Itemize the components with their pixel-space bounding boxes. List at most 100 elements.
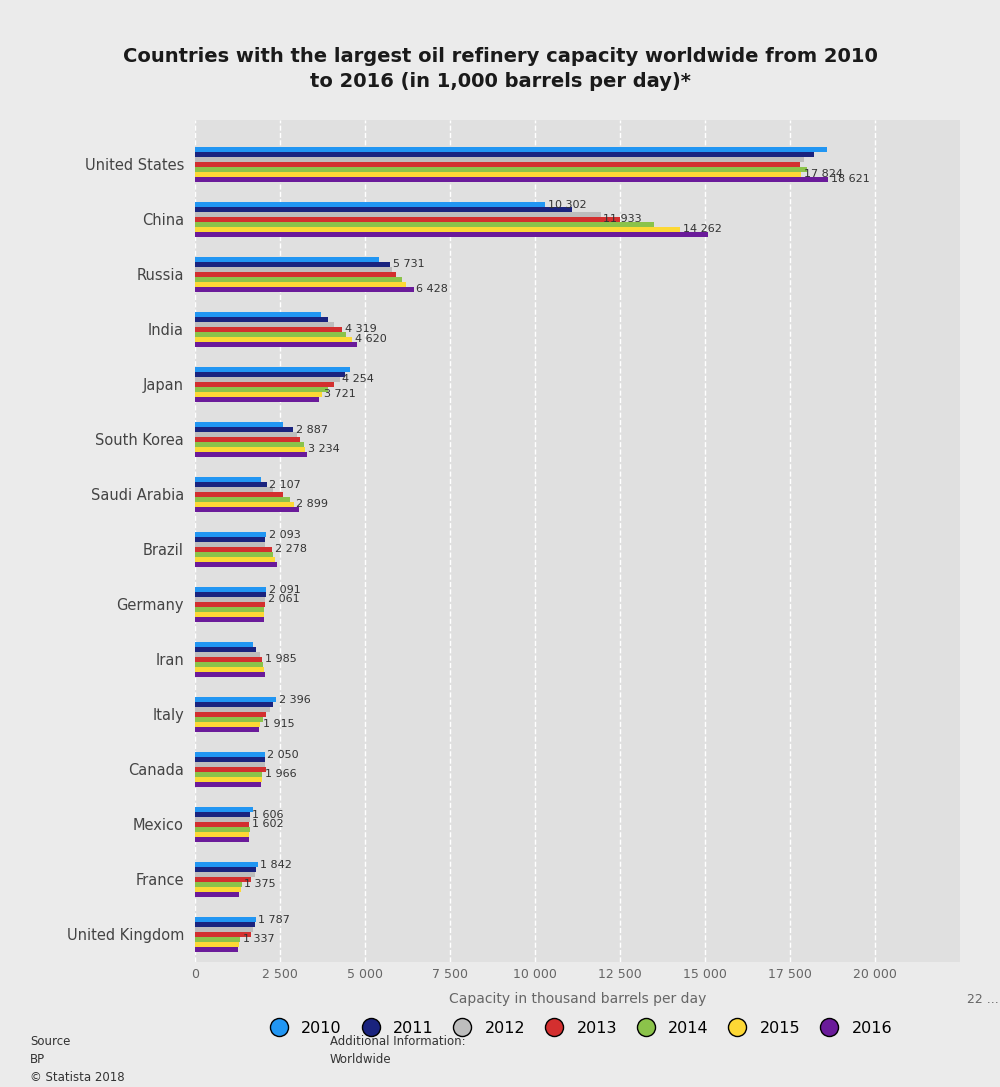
Text: 2 061: 2 061 [268,595,299,604]
Bar [195,427,293,432]
Bar [195,667,264,672]
Bar [195,222,654,227]
Text: 11 933: 11 933 [603,214,642,224]
Text: 2 899: 2 899 [296,499,328,509]
Bar [195,422,283,427]
Text: 1 337: 1 337 [243,935,275,945]
Bar [195,592,266,597]
Bar [195,497,290,502]
Bar [195,808,253,812]
Bar [195,227,680,232]
Text: 1 915: 1 915 [263,720,294,729]
Bar [195,602,265,607]
Text: 1 602: 1 602 [252,820,284,829]
Bar [195,337,352,341]
Bar [195,552,273,557]
Text: 2 278: 2 278 [275,545,307,554]
Bar [195,837,249,841]
Bar [195,217,620,222]
Bar [195,872,254,877]
Text: 14 262: 14 262 [683,224,722,234]
Bar [195,202,545,207]
Bar [195,812,250,817]
Bar [195,483,267,487]
Bar [195,507,299,512]
Text: 4 319: 4 319 [345,324,376,335]
Text: 1 842: 1 842 [260,860,292,870]
Bar [195,702,273,707]
Bar [195,817,250,822]
Bar [195,937,240,941]
Text: 2 887: 2 887 [296,425,328,435]
Text: 5 731: 5 731 [393,260,424,270]
X-axis label: Capacity in thousand barrels per day: Capacity in thousand barrels per day [449,991,706,1005]
Bar [195,882,242,887]
Bar [195,772,262,777]
Bar [195,612,264,616]
Bar [195,208,572,212]
Bar [195,832,249,837]
Bar [195,487,273,492]
Bar [195,277,402,282]
Text: 4 254: 4 254 [342,374,374,385]
Bar [195,177,828,182]
Text: 2 093: 2 093 [269,529,301,539]
Bar [195,717,263,722]
Bar [195,822,249,827]
Text: 2 050: 2 050 [267,750,299,760]
Bar [195,562,277,566]
Bar [195,442,304,447]
Bar [195,317,328,322]
Bar [195,877,251,882]
Bar [195,542,265,547]
Bar [195,922,254,927]
Bar [195,332,346,337]
Bar [195,258,379,262]
Bar [195,752,265,758]
Bar [195,212,601,217]
Bar [195,767,266,772]
Bar [195,433,297,437]
Bar [195,382,334,387]
Bar [195,341,356,347]
Bar [195,437,300,441]
Bar [195,762,265,767]
Bar [195,547,272,552]
Bar [195,391,322,397]
Text: 17 824: 17 824 [804,170,843,179]
Bar [195,162,800,166]
Bar [195,533,266,537]
Bar [195,492,283,497]
Bar [195,312,321,317]
Bar [195,172,801,176]
Bar [195,262,390,267]
Bar [195,942,239,947]
Bar [195,722,260,727]
Bar [195,782,261,787]
Legend: 2010, 2011, 2012, 2013, 2014, 2015, 2016: 2010, 2011, 2012, 2013, 2014, 2015, 2016 [256,1014,899,1042]
Bar [195,697,276,702]
Bar [195,917,256,922]
Bar [195,927,253,932]
Bar [195,758,265,762]
Text: 18 621: 18 621 [831,174,870,184]
Bar [195,657,262,662]
Bar [195,862,258,867]
Bar [195,367,350,372]
Bar [195,477,261,482]
Bar [195,282,406,287]
Text: Countries with the largest oil refinery capacity worldwide from 2010
to 2016 (in: Countries with the largest oil refinery … [123,47,877,90]
Text: 2 107: 2 107 [269,479,301,489]
Bar [195,652,260,657]
Bar [195,557,275,562]
Text: 10 302: 10 302 [548,200,587,210]
Bar [195,647,256,652]
Bar [195,167,807,172]
Text: Source
BP
© Statista 2018: Source BP © Statista 2018 [30,1035,125,1084]
Text: 1 375: 1 375 [244,879,276,889]
Bar [195,672,265,677]
Bar [195,597,265,602]
Bar [195,377,340,382]
Bar [195,662,263,666]
Bar [195,327,342,332]
